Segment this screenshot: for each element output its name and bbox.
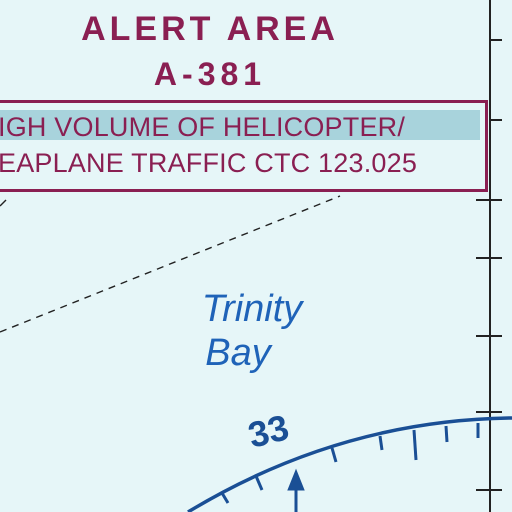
vertical-tick-scale: [476, 0, 502, 512]
compass-rose-arc: [187, 416, 512, 512]
alert-area-title: ALERT AREA: [81, 10, 339, 48]
boundary-tick: [0, 199, 7, 207]
water-body-label-line1: Trinity: [201, 288, 303, 330]
water-body-label-line2: Bay: [205, 332, 271, 374]
traffic-notice-box: [0, 100, 488, 192]
dashed-boundary-line: [0, 195, 341, 333]
alert-area-number: A-381: [153, 56, 267, 92]
compass-rose-ticks: [220, 423, 480, 504]
traffic-notice-line2: EAPLANE TRAFFIC CTC 123.025: [0, 148, 418, 178]
compass-heading-arrow: [287, 468, 305, 512]
notice-highlight-band: [0, 110, 480, 140]
traffic-notice-line1: IGH VOLUME OF HELICOPTER/: [0, 112, 406, 142]
